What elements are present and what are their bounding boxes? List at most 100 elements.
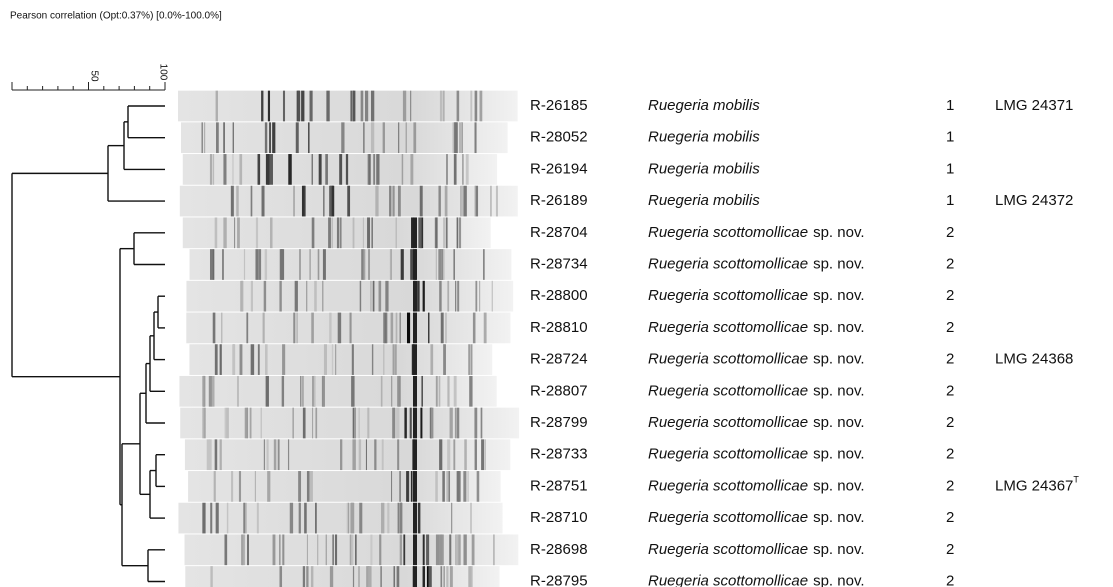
- species-name: Ruegeria scottomollicae: [648, 287, 808, 304]
- gel-band: [216, 122, 219, 153]
- group-number: 2: [946, 541, 954, 558]
- gel-band: [413, 344, 417, 375]
- gel-band: [215, 344, 218, 375]
- gel-band: [251, 186, 253, 217]
- gel-band: [455, 281, 456, 312]
- gel-band: [318, 249, 320, 280]
- gel-band: [312, 408, 313, 439]
- gel-band: [439, 376, 441, 407]
- gel-band: [322, 376, 325, 407]
- strain-id: R-28795: [530, 572, 588, 587]
- gel-band: [457, 217, 458, 248]
- gel-band: [363, 217, 364, 248]
- species-qualifier: sp. nov.: [813, 477, 864, 494]
- scale-ticks: [12, 82, 165, 90]
- gel-band: [353, 91, 356, 122]
- species-qualifier: sp. nov.: [813, 446, 864, 463]
- gel-band: [426, 534, 429, 565]
- gel-band: [312, 217, 315, 248]
- reference-strain: LMG 24368: [995, 351, 1073, 368]
- gel-band: [384, 122, 385, 153]
- gel-band: [413, 376, 417, 407]
- gel-band: [380, 566, 381, 587]
- gel-band: [453, 439, 455, 470]
- gel-band: [371, 217, 373, 248]
- gel-band: [395, 344, 396, 375]
- gel-band: [391, 376, 392, 407]
- gel-band: [441, 313, 444, 344]
- gel-band: [338, 313, 341, 344]
- gel-band: [339, 154, 342, 185]
- gel-band: [442, 471, 445, 502]
- gel-band: [408, 471, 409, 502]
- gel-band: [266, 376, 269, 407]
- gel-band: [397, 439, 399, 470]
- gel-band: [462, 154, 463, 185]
- gel-band: [307, 534, 308, 565]
- gel-band: [366, 439, 367, 470]
- scale-label: 100: [157, 64, 168, 81]
- gel-band: [266, 439, 268, 470]
- gel-band: [454, 122, 457, 153]
- gel-band: [418, 217, 421, 248]
- species-qualifier: sp. nov.: [813, 572, 864, 587]
- gel-band: [469, 376, 472, 407]
- gel-band: [381, 503, 384, 534]
- species-qualifier: sp. nov.: [813, 255, 864, 272]
- strain-name: LMG 24371: [995, 97, 1073, 114]
- gel-band: [246, 313, 248, 344]
- gel-band: [375, 186, 378, 217]
- gel-band: [413, 217, 417, 248]
- species-name: Ruegeria scottomollicae: [648, 255, 808, 272]
- gel-band: [383, 344, 384, 375]
- gel-band: [264, 439, 265, 470]
- gel-band: [269, 154, 272, 185]
- gel-band: [337, 217, 339, 248]
- group-number: 1: [946, 129, 954, 146]
- gel-band: [370, 281, 372, 312]
- type-strain-mark: T: [1073, 475, 1079, 485]
- gel-band: [382, 439, 384, 470]
- gel-band: [407, 313, 410, 344]
- gel-band: [263, 313, 265, 344]
- gel-lane: [186, 281, 513, 312]
- gel-band: [210, 249, 213, 280]
- gel-band: [241, 534, 243, 565]
- gel-band: [258, 344, 260, 375]
- gel-band: [483, 249, 485, 280]
- gel-band: [359, 503, 362, 534]
- gel-band: [440, 91, 442, 122]
- gel-band: [459, 217, 461, 248]
- gel-band: [443, 566, 444, 587]
- gel-band: [373, 281, 375, 312]
- gel-band: [410, 249, 413, 280]
- gel-band: [244, 249, 245, 280]
- gel-band: [392, 186, 394, 217]
- gel-band: [224, 534, 227, 565]
- gel-band: [413, 281, 417, 312]
- gel-band: [232, 154, 233, 185]
- gel-band: [348, 503, 349, 534]
- gel-band: [268, 91, 270, 122]
- species-name: Ruegeria scottomollicae: [648, 509, 808, 526]
- strain-id: R-26189: [530, 192, 588, 209]
- species-qualifier: sp. nov.: [813, 319, 864, 336]
- gel-band: [474, 186, 475, 217]
- group-number: 2: [946, 382, 954, 399]
- gel-band: [300, 376, 301, 407]
- gel-band: [439, 439, 442, 470]
- gel-band: [323, 249, 326, 280]
- gel-band: [368, 566, 371, 587]
- gel-lane: [188, 471, 501, 502]
- reference-strain: LMG 24371: [995, 97, 1073, 114]
- gel-band: [384, 313, 385, 344]
- gel-band: [413, 249, 417, 280]
- gel-band: [370, 534, 372, 565]
- gel-band: [430, 408, 433, 439]
- group-number: 2: [946, 319, 954, 336]
- gel-band: [353, 566, 354, 587]
- gel-lane: [190, 249, 512, 280]
- gel-band: [325, 154, 328, 185]
- gel-band: [265, 249, 267, 280]
